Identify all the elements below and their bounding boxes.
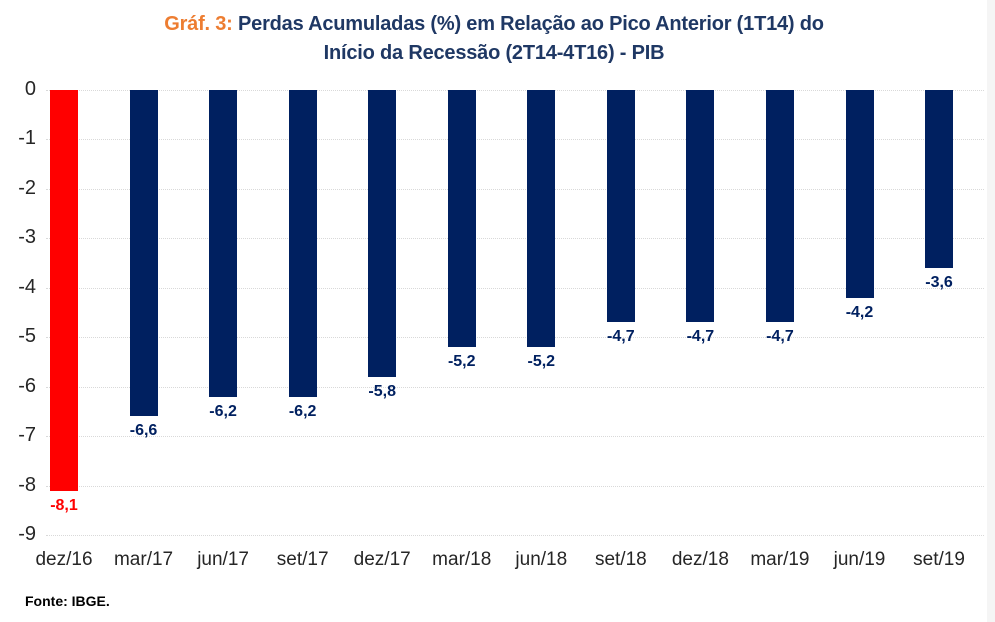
gridline bbox=[46, 238, 984, 240]
y-tick-label: -9 bbox=[18, 523, 36, 545]
bar-jun-17 bbox=[209, 90, 238, 397]
bar-mar-18 bbox=[447, 90, 476, 348]
chart-title: Gráf. 3: Perdas Acumuladas (%) em Relaçã… bbox=[0, 10, 988, 68]
chart-title-line2: Início da Recessão (2T14-4T16) - PIB bbox=[323, 42, 665, 64]
y-tick-label: -8 bbox=[18, 473, 36, 496]
y-tick-label: 0 bbox=[24, 78, 36, 100]
bar-dez-16 bbox=[50, 90, 78, 491]
x-tick-label-mar-18: mar/18 bbox=[432, 549, 492, 570]
y-tick-label: -7 bbox=[18, 424, 36, 447]
gridline bbox=[46, 485, 984, 487]
value-label-mar-18: -5,2 bbox=[447, 353, 476, 371]
y-tick-label: -3 bbox=[18, 226, 36, 249]
bar-dez-18 bbox=[686, 90, 715, 323]
x-tick-label-dez-16: dez/16 bbox=[35, 549, 93, 570]
bar-set-18 bbox=[606, 90, 635, 323]
x-tick-label-mar-17: mar/17 bbox=[113, 549, 174, 570]
chart-title-prefix: Gráf. 3: bbox=[164, 13, 233, 35]
x-tick-label-jun-17: jun/17 bbox=[197, 549, 249, 570]
value-label-set-19: -3,6 bbox=[925, 274, 953, 291]
x-tick-label-jun-19: jun/19 bbox=[833, 549, 886, 570]
gridline bbox=[46, 188, 984, 190]
gridline bbox=[46, 337, 984, 339]
y-tick-label: -5 bbox=[18, 325, 36, 348]
gridline bbox=[46, 139, 984, 141]
value-label-jun-17: -6,2 bbox=[209, 402, 237, 420]
value-label-set-17: -6,2 bbox=[288, 402, 317, 420]
y-tick-label: -1 bbox=[18, 127, 36, 150]
gridline bbox=[46, 90, 984, 91]
bar-set-19 bbox=[925, 90, 954, 268]
gridline bbox=[46, 287, 984, 289]
gridline bbox=[46, 386, 984, 388]
value-label-mar-17: -6,6 bbox=[129, 422, 158, 440]
bar-jun-19 bbox=[845, 90, 874, 298]
value-label-dez-17: -5,8 bbox=[368, 382, 396, 400]
bar-mar-19 bbox=[765, 90, 794, 323]
x-tick-label-set-19: set/19 bbox=[913, 549, 965, 570]
x-tick-label-jun-18: jun/18 bbox=[515, 549, 568, 570]
bar-jun-18 bbox=[527, 90, 556, 348]
chart-title-line1: Perdas Acumuladas (%) em Relação ao Pico… bbox=[238, 13, 824, 35]
value-label-dez-18: -4,7 bbox=[686, 328, 715, 346]
bar-set-17 bbox=[288, 90, 317, 397]
gridline bbox=[46, 436, 984, 438]
bar-dez-17 bbox=[368, 90, 397, 377]
y-tick-label: -4 bbox=[18, 275, 36, 298]
x-tick-label-dez-17: dez/17 bbox=[353, 549, 411, 570]
window-edge bbox=[987, 0, 995, 622]
x-tick-label-dez-18: dez/18 bbox=[671, 549, 729, 570]
bar-mar-17 bbox=[129, 90, 158, 417]
value-label-dez-16: -8,1 bbox=[50, 496, 78, 514]
value-label-set-18: -4,7 bbox=[607, 328, 635, 346]
value-label-mar-19: -4,7 bbox=[766, 328, 794, 346]
y-tick-label: -6 bbox=[18, 374, 36, 397]
value-label-jun-18: -5,2 bbox=[527, 353, 556, 371]
y-tick-label: -2 bbox=[18, 176, 36, 199]
source-note: Fonte: IBGE. bbox=[25, 593, 110, 609]
x-tick-label-set-17: set/17 bbox=[276, 549, 329, 570]
value-label-jun-19: -4,2 bbox=[845, 303, 874, 321]
gridline bbox=[46, 535, 984, 536]
x-tick-label-mar-19: mar/19 bbox=[750, 549, 810, 570]
x-tick-label-set-18: set/18 bbox=[594, 549, 647, 570]
